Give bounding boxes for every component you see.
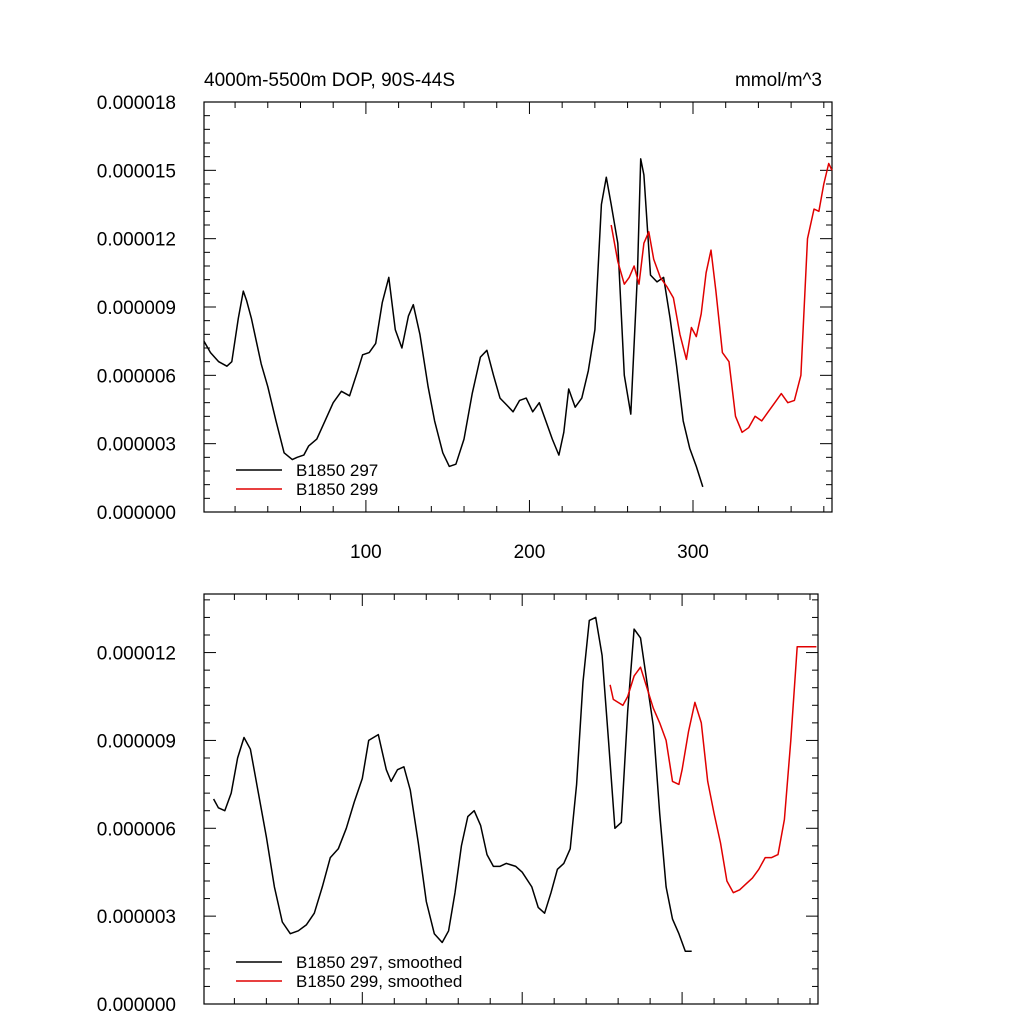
y-tick-label: 0.000012 bbox=[97, 644, 176, 665]
legend-label: B1850 299 bbox=[296, 480, 378, 499]
y-tick-label: 0.000018 bbox=[97, 93, 176, 114]
legend-label: B1850 297, smoothed bbox=[296, 953, 462, 972]
plot-frame bbox=[203, 593, 819, 1005]
y-tick-label: 0.000000 bbox=[97, 995, 176, 1016]
y-tick-label: 0.000012 bbox=[97, 230, 176, 251]
top-panel: 0.000000 0.000003 0.000006 0.000009 0.000012… bbox=[97, 70, 833, 563]
series-line-red bbox=[610, 162, 833, 434]
x-tick-label: 100 bbox=[350, 542, 382, 563]
y-tick-label: 0.000003 bbox=[97, 907, 176, 928]
legend-label: B1850 299, smoothed bbox=[296, 972, 462, 991]
bottom-panel: 0.000000 0.000003 0.000006 0.000009 0.000012… bbox=[97, 593, 819, 1016]
y-tick-label: 0.000006 bbox=[97, 366, 176, 387]
y-tick-label: 0.000009 bbox=[97, 731, 176, 752]
legend-label: B1850 297 bbox=[296, 461, 378, 480]
chart-title: 4000m-5500m DOP, 90S-44S bbox=[204, 70, 455, 91]
y-tick-label: 0.000000 bbox=[97, 503, 176, 524]
y-tick-label: 0.000003 bbox=[97, 435, 176, 456]
plot-frame bbox=[203, 101, 833, 513]
units-label: mmol/m^3 bbox=[735, 70, 822, 91]
y-tick-label: 0.000015 bbox=[97, 161, 176, 182]
series-line-red bbox=[609, 645, 817, 894]
y-tick-label: 0.000009 bbox=[97, 298, 176, 319]
x-tick-label: 300 bbox=[677, 542, 709, 563]
series-line-black bbox=[203, 158, 704, 488]
x-tick-label: 200 bbox=[514, 542, 546, 563]
y-tick-label: 0.000006 bbox=[97, 819, 176, 840]
series-line-black bbox=[212, 616, 692, 953]
